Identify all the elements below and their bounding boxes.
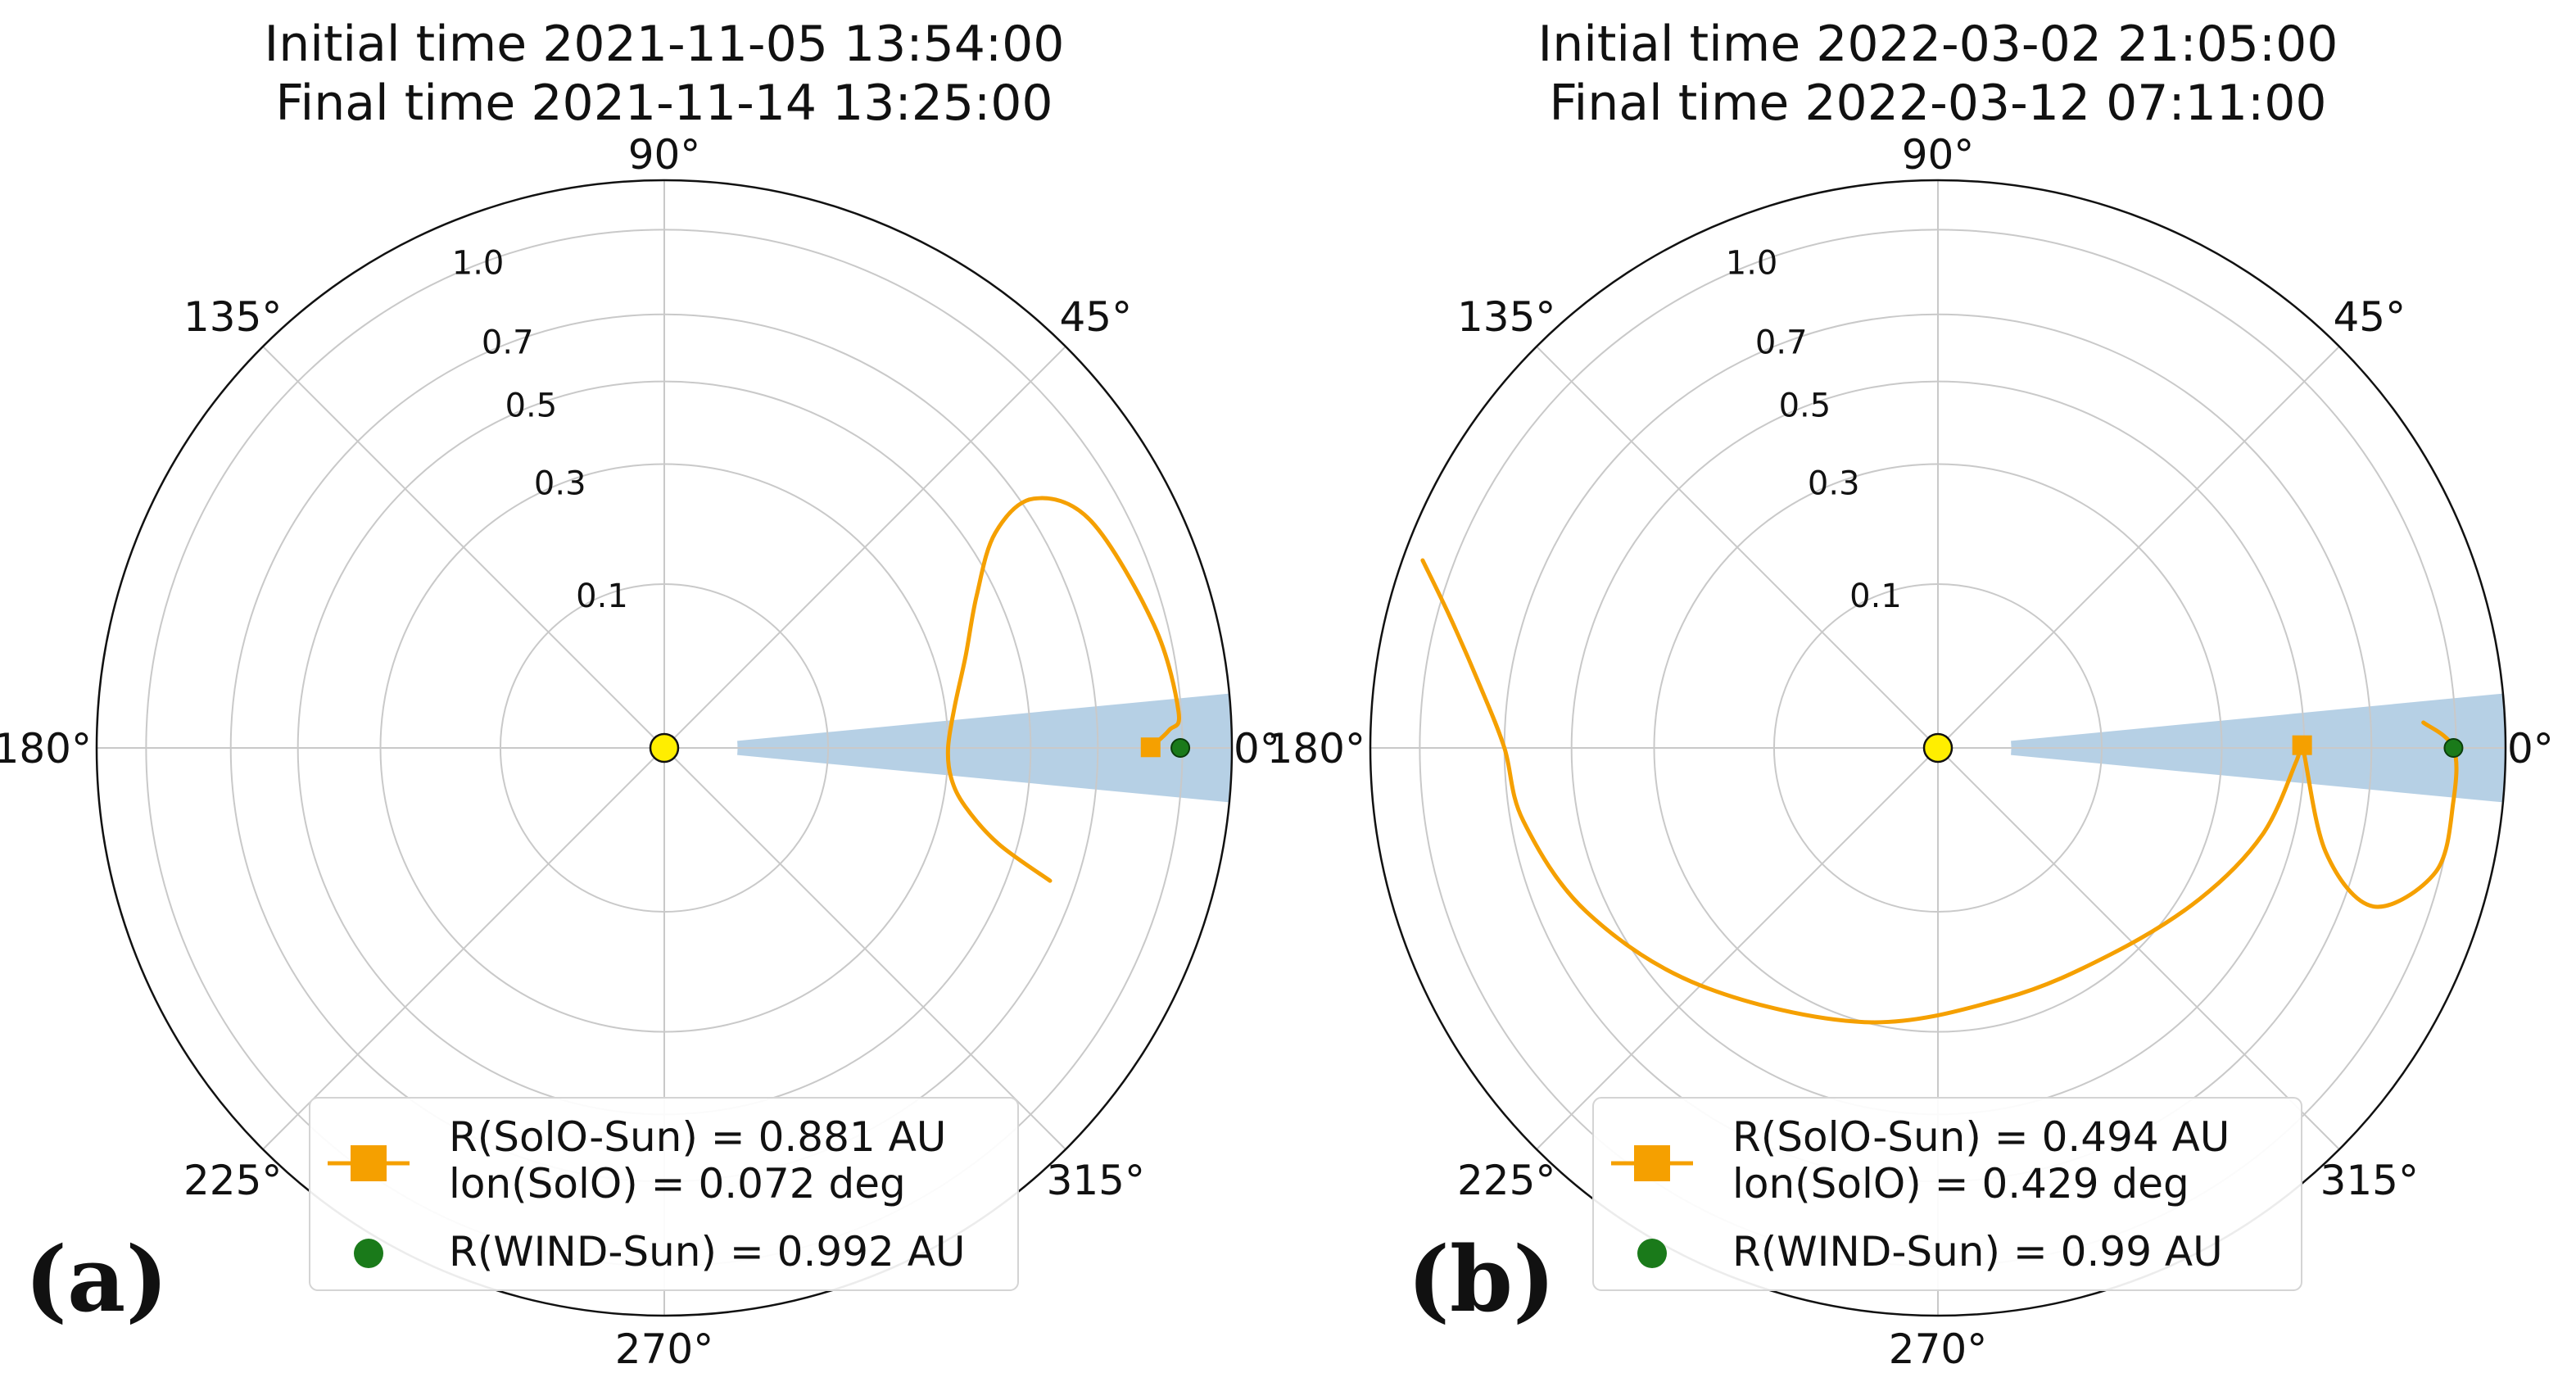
legend-solo-label: R(SolO-Sun) = 0.881 AU	[449, 1113, 946, 1161]
angle-tick-label: 135°	[1457, 293, 1555, 341]
radial-gridline	[1772, 582, 2103, 913]
radial-tick-label: 0.1	[1849, 578, 1902, 615]
radial-tick-label: 0.7	[1755, 324, 1808, 361]
solo-trajectory-line	[1420, 558, 2459, 1025]
polar-panel-a: 0.1 0.3 0.5 0.7 1.0 0° 45° 90° 135° 180° 225° 270° 3…	[0, 16, 1280, 1373]
angle-tick-label: 180°	[0, 725, 92, 773]
wind-marker	[1170, 738, 1191, 758]
radial-tick-label: 0.3	[534, 464, 586, 502]
legend-box	[309, 1097, 1019, 1291]
outer-boundary	[1369, 179, 2507, 1317]
panel-label: (a)	[25, 1226, 168, 1332]
legend-solo-lon-label: lon(SolO) = 0.072 deg	[449, 1160, 906, 1208]
solo-marker	[2292, 735, 2312, 755]
legend-wind-label: R(WIND-Sun) = 0.99 AU	[1732, 1228, 2223, 1276]
radial-tick-label: 1.0	[1726, 244, 1778, 282]
angle-tick-label: 180°	[1267, 725, 1365, 773]
sun-marker	[649, 732, 680, 763]
legend-solo-square	[1634, 1145, 1670, 1181]
legend-wind-label: R(WIND-Sun) = 0.992 AU	[449, 1228, 966, 1276]
chart-title-final-time: Final time 2022-03-12 07:11:00	[1549, 75, 2326, 132]
solo-trajectory-line	[945, 496, 1182, 883]
radial-tick-label: 0.7	[482, 324, 534, 361]
legend-solo-label: R(SolO-Sun) = 0.494 AU	[1732, 1113, 2230, 1161]
angle-tick-label: 90°	[1902, 131, 1975, 179]
angle-tick-label: 315°	[2320, 1157, 2419, 1204]
legend-wind-dot	[354, 1239, 383, 1268]
angle-tick-label: 0°	[1234, 725, 1280, 773]
angle-tick-label: 90°	[628, 131, 701, 179]
chart-title-initial-time: Initial time 2022-03-02 21:05:00	[1538, 16, 2338, 73]
angle-tick-label: 45°	[2333, 293, 2406, 341]
outer-boundary	[95, 179, 1234, 1317]
radial-gridline	[499, 582, 830, 913]
angle-tick-label: 315°	[1047, 1157, 1145, 1204]
chart-title-initial-time: Initial time 2021-11-05 13:54:00	[265, 16, 1065, 73]
radial-tick-label: 1.0	[452, 244, 505, 282]
wind-marker	[2443, 738, 2464, 758]
sun-marker	[1922, 732, 1954, 763]
legend-box	[1592, 1097, 2302, 1291]
angle-tick-label: 135°	[183, 293, 282, 341]
angle-tick-label: 270°	[615, 1325, 713, 1373]
angle-tick-label: 270°	[1889, 1325, 1987, 1373]
polar-panel-b: 0.1 0.3 0.5 0.7 1.0 0° 45° 90° 135° 180° 225° 270° 3…	[1267, 16, 2554, 1373]
legend-solo-lon-label: lon(SolO) = 0.429 deg	[1732, 1160, 2189, 1208]
chart-title-final-time: Final time 2021-11-14 13:25:00	[275, 75, 1053, 132]
angle-tick-label: 0°	[2507, 725, 2554, 773]
radial-tick-label: 0.5	[1779, 387, 1831, 425]
radial-tick-label: 0.1	[576, 578, 628, 615]
solo-marker	[1140, 737, 1161, 758]
radial-gridline	[1653, 463, 2223, 1033]
legend-solo-square	[351, 1145, 387, 1181]
legend-wind-dot	[1637, 1239, 1667, 1268]
angle-tick-label: 225°	[183, 1157, 282, 1204]
panel-label: (b)	[1407, 1226, 1555, 1332]
radial-tick-label: 0.3	[1808, 464, 1860, 502]
radial-tick-label: 0.5	[505, 387, 558, 425]
angle-tick-label: 225°	[1457, 1157, 1555, 1204]
angle-tick-label: 45°	[1059, 293, 1132, 341]
